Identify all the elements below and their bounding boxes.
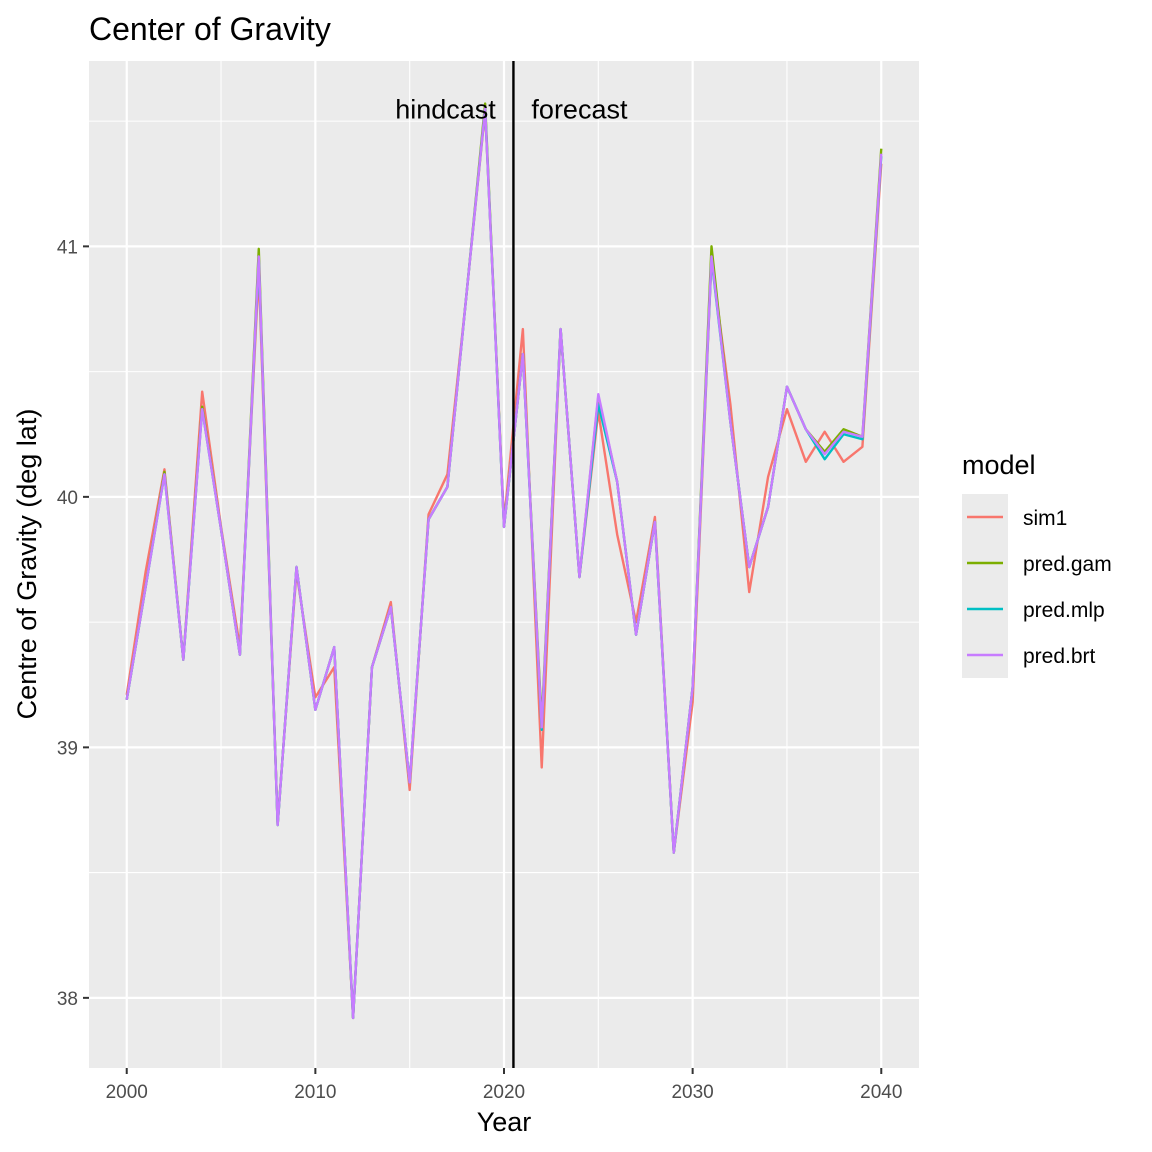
x-tick-label: 2000 [106, 1082, 148, 1103]
y-axis: 38 39 40 41 [57, 237, 89, 1010]
x-tick-label: 2010 [294, 1082, 336, 1103]
x-tick-label: 2020 [483, 1082, 525, 1103]
x-tick-label: 2040 [860, 1082, 902, 1103]
major-gridlines [89, 61, 919, 1068]
legend-title: model [962, 450, 1036, 480]
y-axis-title: Centre of Gravity (deg lat) [12, 409, 42, 720]
legend-label: sim1 [1023, 507, 1067, 530]
legend-label: pred.gam [1023, 553, 1112, 576]
hindcast-label: hindcast [395, 95, 496, 125]
legend-label: pred.brt [1023, 645, 1096, 668]
legend: model sim1 pred.gam pred.mlp pred.brt [962, 450, 1112, 678]
series-lines [125, 102, 883, 1020]
legend-items: sim1 pred.gam pred.mlp pred.brt [962, 494, 1112, 678]
y-tick-label: 41 [57, 237, 78, 258]
forecast-label: forecast [531, 95, 628, 125]
series-line-pred-brt [125, 107, 883, 1020]
y-tick-label: 40 [57, 488, 78, 509]
legend-label: pred.mlp [1023, 599, 1105, 622]
x-axis: 2000 2010 2020 2030 2040 [106, 1068, 902, 1103]
x-axis-title: Year [477, 1107, 532, 1137]
chart-title: Center of Gravity [89, 11, 331, 47]
y-tick-label: 39 [57, 738, 78, 759]
x-tick-label: 2030 [671, 1082, 713, 1103]
y-tick-label: 38 [57, 989, 78, 1010]
